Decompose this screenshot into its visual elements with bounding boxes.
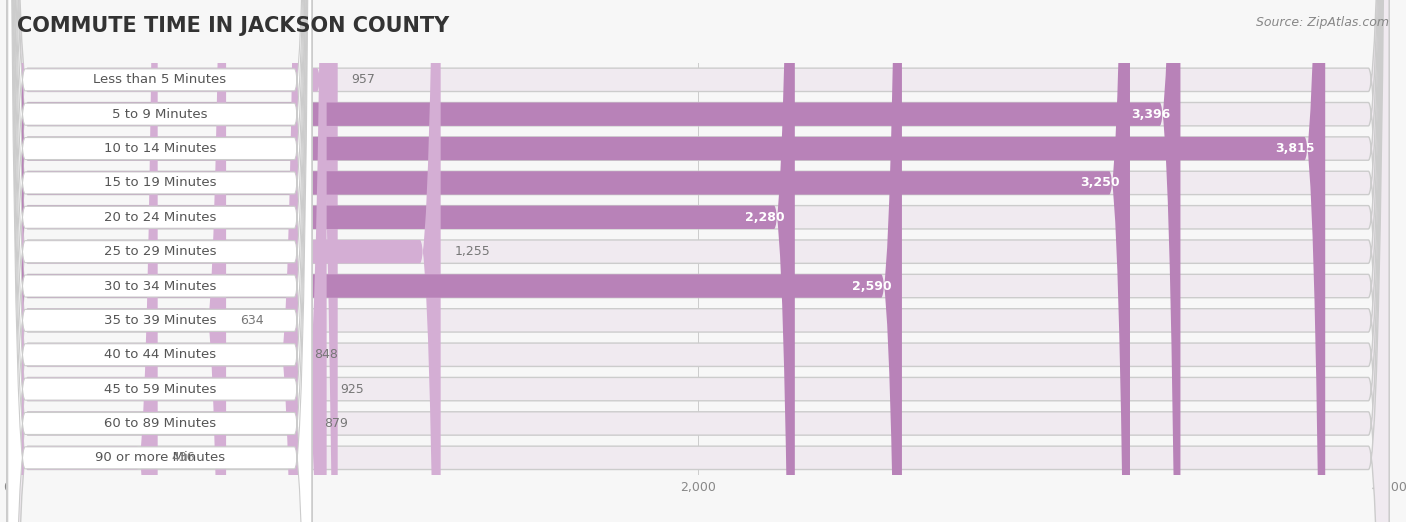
FancyBboxPatch shape	[7, 0, 1389, 522]
FancyBboxPatch shape	[7, 0, 1389, 522]
FancyBboxPatch shape	[7, 0, 326, 522]
Text: 879: 879	[325, 417, 349, 430]
Text: 925: 925	[340, 383, 364, 396]
Text: 957: 957	[352, 73, 375, 86]
Text: 5 to 9 Minutes: 5 to 9 Minutes	[112, 108, 208, 121]
FancyBboxPatch shape	[7, 0, 1326, 522]
FancyBboxPatch shape	[7, 0, 1389, 522]
FancyBboxPatch shape	[7, 0, 1389, 522]
FancyBboxPatch shape	[7, 0, 1389, 522]
FancyBboxPatch shape	[7, 0, 1389, 522]
FancyBboxPatch shape	[7, 0, 1389, 522]
FancyBboxPatch shape	[7, 0, 311, 522]
Text: 40 to 44 Minutes: 40 to 44 Minutes	[104, 348, 215, 361]
FancyBboxPatch shape	[7, 0, 312, 522]
FancyBboxPatch shape	[7, 0, 312, 522]
Text: 3,396: 3,396	[1130, 108, 1170, 121]
Text: 436: 436	[172, 452, 195, 465]
Text: 848: 848	[314, 348, 337, 361]
Text: Source: ZipAtlas.com: Source: ZipAtlas.com	[1256, 16, 1389, 29]
Text: 2,280: 2,280	[745, 211, 785, 224]
FancyBboxPatch shape	[7, 0, 337, 522]
FancyBboxPatch shape	[7, 0, 901, 522]
Text: Less than 5 Minutes: Less than 5 Minutes	[93, 73, 226, 86]
Text: 60 to 89 Minutes: 60 to 89 Minutes	[104, 417, 215, 430]
FancyBboxPatch shape	[7, 0, 312, 522]
FancyBboxPatch shape	[7, 0, 299, 522]
FancyBboxPatch shape	[7, 0, 312, 522]
FancyBboxPatch shape	[7, 0, 226, 522]
Text: 2,590: 2,590	[852, 279, 891, 292]
FancyBboxPatch shape	[7, 0, 1181, 522]
FancyBboxPatch shape	[7, 0, 1389, 522]
FancyBboxPatch shape	[7, 0, 312, 522]
Text: 1,255: 1,255	[454, 245, 491, 258]
FancyBboxPatch shape	[7, 0, 312, 522]
FancyBboxPatch shape	[7, 0, 1389, 522]
FancyBboxPatch shape	[7, 0, 1389, 522]
FancyBboxPatch shape	[7, 0, 440, 522]
Text: 35 to 39 Minutes: 35 to 39 Minutes	[104, 314, 217, 327]
FancyBboxPatch shape	[7, 0, 312, 522]
FancyBboxPatch shape	[7, 0, 794, 522]
FancyBboxPatch shape	[7, 0, 312, 522]
FancyBboxPatch shape	[7, 0, 1389, 522]
Text: 3,250: 3,250	[1080, 176, 1119, 189]
FancyBboxPatch shape	[7, 0, 312, 522]
Text: COMMUTE TIME IN JACKSON COUNTY: COMMUTE TIME IN JACKSON COUNTY	[17, 16, 449, 35]
FancyBboxPatch shape	[7, 0, 1389, 522]
FancyBboxPatch shape	[7, 0, 1130, 522]
Text: 15 to 19 Minutes: 15 to 19 Minutes	[104, 176, 217, 189]
FancyBboxPatch shape	[7, 0, 157, 522]
Text: 25 to 29 Minutes: 25 to 29 Minutes	[104, 245, 217, 258]
FancyBboxPatch shape	[7, 0, 312, 522]
Text: 90 or more Minutes: 90 or more Minutes	[94, 452, 225, 465]
Text: 10 to 14 Minutes: 10 to 14 Minutes	[104, 142, 217, 155]
Text: 20 to 24 Minutes: 20 to 24 Minutes	[104, 211, 217, 224]
FancyBboxPatch shape	[7, 0, 312, 522]
Text: 45 to 59 Minutes: 45 to 59 Minutes	[104, 383, 217, 396]
Text: 3,815: 3,815	[1275, 142, 1315, 155]
Text: 634: 634	[240, 314, 263, 327]
Text: 30 to 34 Minutes: 30 to 34 Minutes	[104, 279, 217, 292]
FancyBboxPatch shape	[7, 0, 312, 522]
